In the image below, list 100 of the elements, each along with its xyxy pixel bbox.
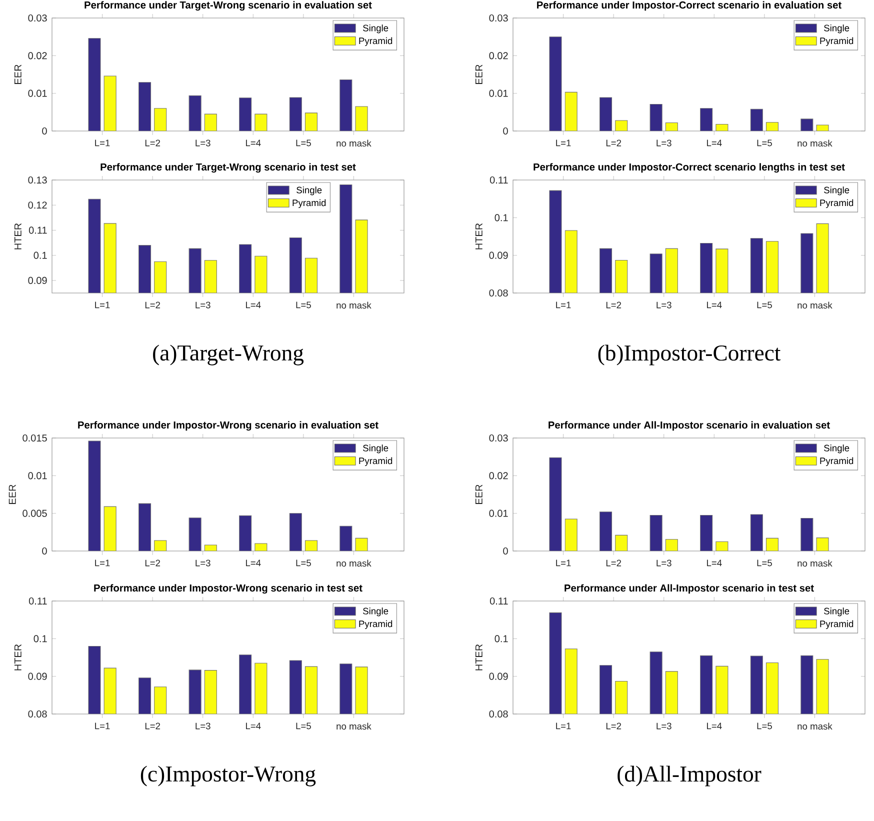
x-tick-label: L=3 — [656, 560, 672, 566]
x-tick-label: no mask — [336, 560, 372, 567]
bar — [88, 440, 101, 552]
bar — [800, 518, 814, 552]
bar — [564, 92, 578, 131]
x-tick-label: L=5 — [296, 140, 311, 146]
x-tick-label: no mask — [798, 560, 832, 567]
x-tick-label: L=1 — [95, 302, 110, 308]
y-tick-label: 0.03 — [489, 14, 508, 22]
x-tick-label: L=1 — [95, 140, 110, 146]
legend-label: Pyramid — [359, 620, 392, 630]
y-tick-label: 0 — [503, 127, 508, 135]
x-tick-label: L=5 — [296, 560, 311, 566]
y-tick-label: 0 — [42, 547, 47, 555]
x-tick-label: L=4 — [707, 722, 722, 730]
y-axis-title: HTER — [14, 644, 22, 670]
bar — [700, 514, 713, 552]
x-tick-label: L=2 — [606, 140, 622, 146]
y-axis-title: HTER — [14, 223, 22, 250]
text: (d)All-Impostor — [618, 766, 762, 786]
bar — [254, 114, 268, 131]
x-tick-label: no mask — [336, 140, 372, 147]
x-tick-label: L=2 — [145, 560, 160, 566]
bar — [650, 104, 662, 131]
bar — [564, 518, 578, 552]
bar — [104, 506, 116, 552]
y-axis-title: EER — [475, 64, 482, 84]
y-tick-label: 0.09 — [489, 252, 508, 259]
bar — [340, 526, 352, 552]
bar — [615, 120, 628, 131]
x-tick-label: L=2 — [145, 140, 160, 146]
x-tick-label: L=1 — [95, 722, 110, 730]
x-tick-label: L=1 — [556, 140, 571, 146]
bar — [355, 106, 368, 131]
legend-label: Pyramid — [359, 37, 392, 46]
bar — [816, 124, 829, 131]
x-tick-label: L=5 — [757, 302, 772, 308]
x-tick-label: L=3 — [196, 140, 210, 146]
y-tick-label: 0.02 — [489, 52, 508, 60]
x-tick-label: L=2 — [145, 302, 160, 308]
bar — [104, 76, 116, 131]
bar — [289, 513, 302, 552]
x-tick-label: L=2 — [606, 302, 622, 308]
bar — [700, 108, 713, 131]
x-tick-label: no mask — [336, 722, 372, 730]
bar — [138, 503, 152, 552]
y-tick-label: 0.09 — [489, 672, 508, 680]
x-tick-label: L=3 — [656, 140, 672, 146]
x-tick-label: L=2 — [606, 722, 622, 730]
legend-label: Single — [296, 186, 322, 196]
bar — [138, 82, 152, 131]
text: (a)Target-Wrong — [153, 344, 304, 366]
chart-title: Performance under Impostor-Wrong scenario in test set — [94, 584, 362, 594]
legend-label: Single — [824, 608, 850, 616]
y-tick-label: 0.1 — [494, 214, 508, 222]
bar — [650, 514, 662, 552]
y-tick-label: 0.02 — [28, 52, 47, 60]
legend-label: Pyramid — [820, 457, 854, 466]
bar — [88, 38, 101, 131]
x-tick-label: no mask — [798, 140, 832, 147]
x-tick-label: L=4 — [707, 560, 722, 566]
chart-title: Performance under Impostor-Correct scenario lengths in test set — [534, 163, 845, 173]
y-tick-label: 0.12 — [28, 202, 47, 209]
bar — [766, 538, 779, 552]
bar — [816, 538, 829, 552]
x-tick-label: L=5 — [757, 140, 772, 146]
x-tick-label: L=4 — [246, 722, 261, 730]
x-tick-label: no mask — [798, 302, 832, 309]
chart-title: Performance under Impostor-Correct scenario in evaluation set — [537, 1, 842, 11]
legend-label: Single — [824, 444, 850, 454]
chart-title: Performance under Target-Wrong scenario in evaluation set — [84, 1, 372, 11]
text: (c)Impostor-Wrong — [140, 766, 316, 786]
bar — [355, 538, 368, 552]
y-tick-label: 0.11 — [490, 597, 508, 605]
y-tick-label: 0.01 — [28, 90, 47, 97]
x-tick-label: L=1 — [95, 560, 110, 566]
y-tick-label: 0.005 — [22, 510, 47, 517]
legend-label: Single — [824, 186, 850, 196]
x-tick-label: L=3 — [196, 302, 210, 308]
y-tick-label: 0.1 — [34, 635, 47, 642]
y-tick-label: 0.11 — [490, 176, 508, 184]
bar — [239, 515, 252, 552]
y-axis-title: EER — [475, 484, 482, 504]
bar — [304, 112, 318, 131]
y-axis-title: EER — [14, 64, 22, 84]
x-tick-label: L=3 — [656, 722, 672, 730]
x-tick-label: no mask — [798, 722, 832, 730]
chart-title: Performance under Target-Wrong scenario in test set — [100, 163, 356, 173]
y-tick-label: 0.01 — [28, 472, 47, 480]
legend-label: Pyramid — [359, 457, 392, 466]
legend-label: Pyramid — [820, 620, 854, 630]
y-tick-label: 0.015 — [22, 434, 47, 442]
x-tick-label: L=4 — [246, 560, 261, 566]
legend-label: Single — [363, 444, 388, 454]
bar — [154, 108, 167, 131]
x-tick-label: L=1 — [556, 560, 571, 566]
y-tick-label: 0.08 — [489, 710, 508, 718]
legend-label: Pyramid — [820, 37, 854, 46]
y-tick-label: 0.01 — [489, 90, 508, 97]
legend-label: Single — [824, 24, 850, 34]
